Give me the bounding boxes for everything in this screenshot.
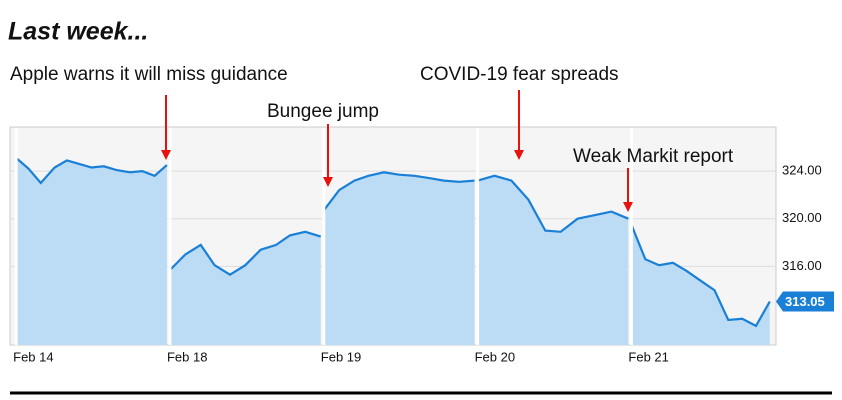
line xyxy=(169,230,322,276)
x-tick-label: Feb 21 xyxy=(628,349,668,364)
arrow-head xyxy=(323,177,333,187)
arrow-head xyxy=(623,202,633,212)
area xyxy=(170,231,321,345)
area xyxy=(323,172,475,345)
annotation: COVID-19 fear spreads xyxy=(420,64,619,85)
area xyxy=(631,224,770,345)
line xyxy=(322,171,475,212)
x-tick-label: Feb 19 xyxy=(321,349,361,364)
annotation: Apple warns it will miss guidance xyxy=(10,64,288,85)
line xyxy=(630,224,771,328)
x-tick-label: Feb 14 xyxy=(13,349,53,364)
area xyxy=(477,175,629,345)
line xyxy=(477,174,629,233)
y-tick-label: 320.00 xyxy=(782,210,822,225)
annotation: Bungee jump xyxy=(267,101,379,122)
annotation: Weak Markit report xyxy=(573,146,734,167)
y-tick-label: 316.00 xyxy=(782,258,822,273)
y-tick-label: 324.00 xyxy=(782,163,822,178)
area xyxy=(16,158,167,345)
x-tick-label: Feb 20 xyxy=(475,349,515,364)
chart-title: Last week... xyxy=(8,18,148,46)
arrow-head xyxy=(161,150,171,160)
arrow-head xyxy=(514,150,524,160)
value-badge xyxy=(776,291,834,312)
x-tick-label: Feb 18 xyxy=(167,349,207,364)
line xyxy=(15,157,168,185)
value-label: 313.05 xyxy=(785,294,825,309)
